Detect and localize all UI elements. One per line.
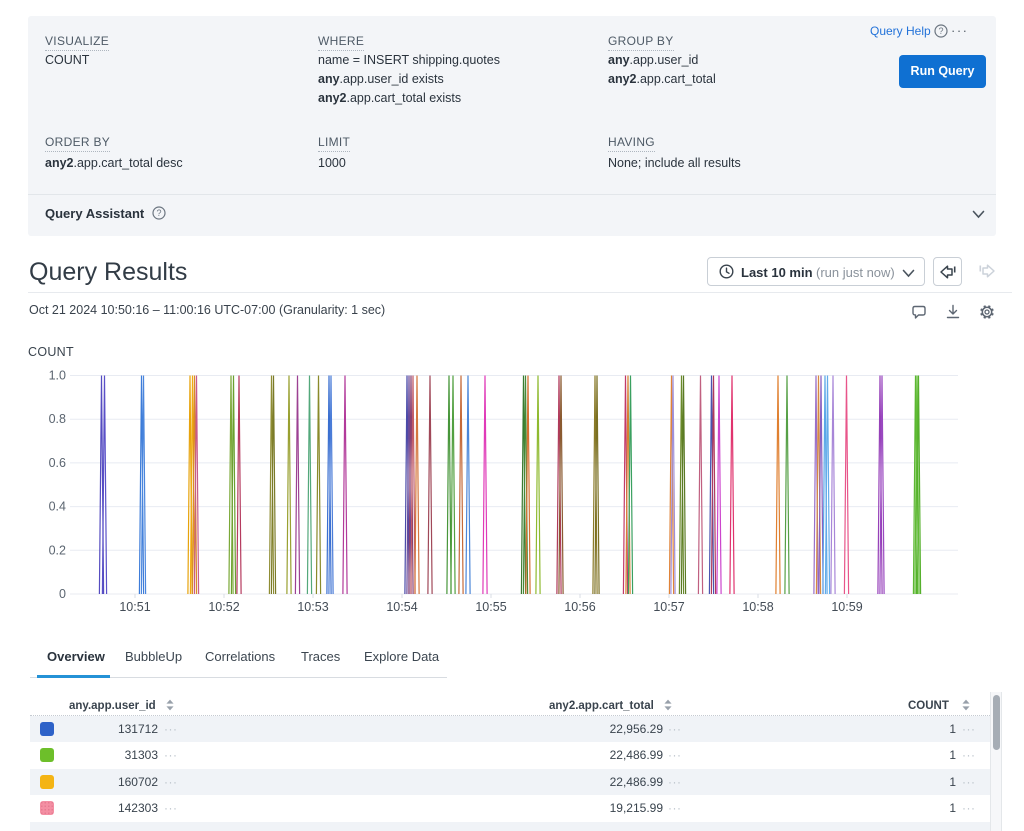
svg-text:10:59: 10:59 — [831, 600, 862, 614]
svg-text:10:58: 10:58 — [742, 600, 773, 614]
svg-text:10:57: 10:57 — [653, 600, 684, 614]
svg-text:10:51: 10:51 — [119, 600, 150, 614]
svg-text:0: 0 — [59, 587, 66, 601]
svg-text:10:52: 10:52 — [208, 600, 239, 614]
svg-text:?: ? — [938, 26, 943, 36]
svg-text:10:56: 10:56 — [564, 600, 595, 614]
svg-text:10:55: 10:55 — [475, 600, 506, 614]
svg-text:0.8: 0.8 — [49, 412, 66, 426]
svg-text:10:54: 10:54 — [386, 600, 417, 614]
svg-text:10:53: 10:53 — [297, 600, 328, 614]
svg-text:1.0: 1.0 — [49, 369, 66, 383]
svg-text:0.2: 0.2 — [49, 543, 66, 557]
svg-text:0.6: 0.6 — [49, 456, 66, 470]
svg-text:0.4: 0.4 — [49, 500, 66, 514]
svg-text:?: ? — [156, 208, 161, 218]
